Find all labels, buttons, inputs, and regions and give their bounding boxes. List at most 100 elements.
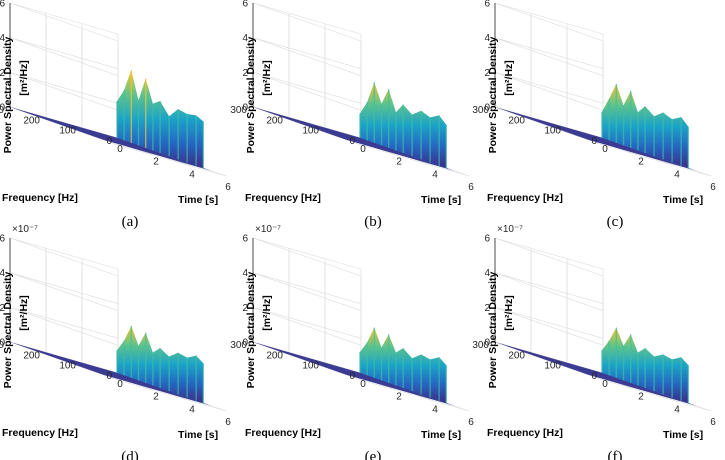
y-tick-label: 100 [59,126,76,137]
x-axis-label: Time [s] [663,429,703,441]
x-axis-label: Time [s] [663,194,703,206]
x-axis-label: Time [s] [421,429,461,441]
y-tick-label: 0 [349,136,355,147]
y-tick-label: 100 [302,361,319,372]
z-tick-label: 2 [0,303,5,314]
x-tick-label: 2 [396,157,402,168]
surface-front [601,137,692,169]
x-axis-label: Time [s] [178,429,218,441]
y-axis-label: Frequency [Hz] [245,427,321,439]
z-exponent: ×10⁻⁷ [255,224,281,235]
x-axis-label: Time [s] [421,194,461,206]
panel-caption: (c) [607,214,624,230]
z-axis-unit: [m²/Hz] [18,60,30,96]
x-tick-label: 4 [674,404,680,415]
z-exponent: ×10⁻⁷ [12,224,38,235]
surface-front [359,137,450,169]
surface-floor [495,342,697,406]
y-tick-label: 200 [508,115,525,126]
z-tick-label: 4 [242,268,248,279]
y-axis-label: Frequency [Hz] [487,192,563,204]
z-axis-label: Power Spectral Density [2,271,14,388]
y-tick-label: 300 [230,105,247,116]
y-axis-label: Frequency [Hz] [2,192,78,204]
y-tick-label: 0 [349,371,355,382]
x-tick-label: 6 [710,417,716,428]
z-tick-label: 4 [242,33,248,44]
y-tick-label: 0 [106,136,112,147]
x-tick-label: 2 [396,392,402,403]
z-axis-label: Power Spectral Density [487,271,499,388]
surface-front [116,137,207,169]
y-axis-label: Frequency [Hz] [487,427,563,439]
x-tick-label: 0 [360,144,366,155]
y-tick-label: 100 [59,361,76,372]
surface-floor [10,107,212,171]
x-tick-label: 4 [432,169,438,180]
z-tick-label: 2 [242,303,248,314]
x-tick-label: 2 [153,392,159,403]
z-axis-label: Power Spectral Density [487,36,499,153]
y-tick-label: 200 [508,350,525,361]
y-tick-label: 300 [472,105,489,116]
y-tick-label: 0 [591,371,597,382]
z-axis-unit: [m²/Hz] [261,295,273,331]
x-tick-label: 0 [602,144,608,155]
z-tick-label: 4 [484,33,490,44]
z-axis-unit: [m²/Hz] [503,60,515,96]
x-tick-label: 4 [432,404,438,415]
y-tick-label: 100 [544,126,561,137]
z-tick-label: 2 [484,68,490,79]
z-tick-label: 6 [0,0,5,10]
surface-floor [10,342,212,406]
y-tick-label: 0 [106,371,112,382]
x-tick-label: 6 [225,182,231,193]
z-tick-label: 6 [242,0,248,10]
surface-floor [253,107,455,171]
z-tick-label: 2 [0,68,5,79]
x-tick-label: 2 [153,157,159,168]
y-tick-label: 200 [266,350,283,361]
z-tick-label: 6 [0,234,5,245]
z-tick-label: 4 [0,33,5,44]
y-tick-label: 100 [544,361,561,372]
y-tick-label: 300 [472,340,489,351]
x-tick-label: 2 [638,157,644,168]
y-tick-label: 0 [591,136,597,147]
z-tick-label: 0 [242,103,248,114]
y-tick-label: 300 [0,340,4,351]
z-tick-label: 4 [0,268,5,279]
panel-caption: (f) [608,449,623,460]
z-tick-label: 0 [0,103,5,114]
x-tick-label: 4 [189,169,195,180]
z-axis-unit: [m²/Hz] [503,295,515,331]
y-tick-label: 100 [302,126,319,137]
panel-caption: (a) [122,214,139,230]
y-axis-label: Frequency [Hz] [245,192,321,204]
y-tick-label: 300 [230,340,247,351]
z-axis-label: Power Spectral Density [245,36,257,153]
x-tick-label: 4 [674,169,680,180]
surface-floor [495,107,697,171]
z-tick-label: 6 [484,234,490,245]
y-tick-label: 200 [266,115,283,126]
y-tick-label: 200 [23,350,40,361]
x-axis-label: Time [s] [178,194,218,206]
z-exponent: ×10⁻⁷ [497,224,523,235]
surface-floor [253,342,455,406]
z-tick-label: 0 [0,338,5,349]
z-axis-unit: [m²/Hz] [261,60,273,96]
surface-front [116,372,207,404]
x-tick-label: 6 [468,417,474,428]
x-tick-label: 6 [710,182,716,193]
y-axis-label: Frequency [Hz] [2,427,78,439]
x-tick-label: 4 [189,404,195,415]
z-tick-label: 0 [484,338,490,349]
x-tick-label: 0 [602,379,608,390]
z-axis-label: Power Spectral Density [2,36,14,153]
